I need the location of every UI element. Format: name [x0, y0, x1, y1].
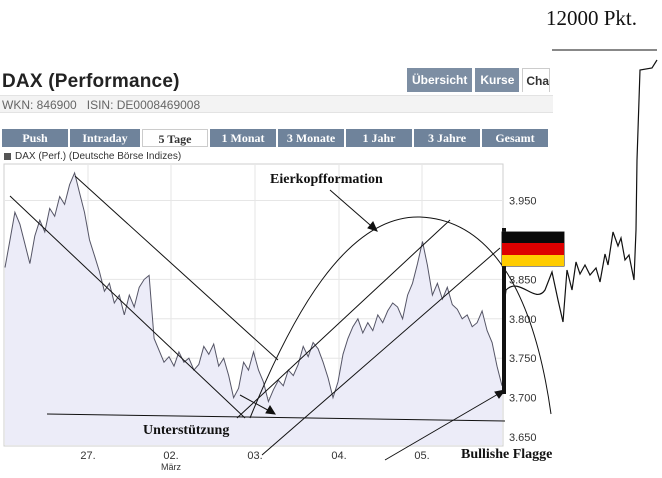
flag-pole-bar	[502, 228, 506, 394]
flag-black-stripe	[502, 232, 564, 243]
y-tick-label: 3.850	[509, 274, 537, 286]
support-line	[46, 413, 506, 422]
legend-label: DAX (Perf.) (Deutsche Börse Indizes)	[15, 151, 182, 162]
tab-5-tage[interactable]: 5 Tage	[142, 129, 208, 147]
x-tick-label: 05.	[414, 450, 429, 462]
flag-arrow	[384, 389, 506, 461]
tab-3-jahre[interactable]: 3 Jahre	[414, 129, 480, 147]
y-tick-label: 3.700	[509, 393, 537, 405]
channel-down-upper	[74, 175, 279, 361]
page-title: DAX (Performance)	[2, 71, 180, 92]
tab-charts[interactable]: Charts	[522, 68, 551, 92]
flag-pole	[501, 228, 565, 394]
channel-up-lower	[261, 247, 501, 456]
chart-legend: DAX (Perf.) (Deutsche Börse Indizes)	[4, 151, 181, 162]
support-arrowhead	[265, 405, 276, 415]
flag-red-stripe	[502, 243, 564, 255]
price-target-label: 12000 Pkt.	[546, 6, 638, 30]
dax-area	[5, 172, 502, 445]
security-ids: WKN: 846900 ISIN: DE0008469008	[0, 95, 553, 113]
x-axis: 27. 02. 03. 04. 05. März	[80, 450, 429, 472]
tab-1-monat[interactable]: 1 Monat	[210, 129, 276, 147]
period-tabs: Push Intraday 5 Tage 1 Monat 3 Monate 1 …	[2, 129, 550, 147]
tab-1-jahr[interactable]: 1 Jahr	[346, 129, 412, 147]
wkn-value: WKN: 846900	[2, 98, 77, 112]
tab-gesamt[interactable]: Gesamt	[482, 129, 548, 147]
y-tick-label: 3.800	[509, 314, 537, 326]
y-tick-label: 3.950	[509, 195, 537, 207]
egg-arc	[249, 216, 552, 419]
flag-gold-stripe	[502, 255, 564, 266]
channel-up-upper	[236, 219, 451, 419]
y-tick-label: 3.750	[509, 353, 537, 365]
pattern-label: Eierkopfformation	[270, 172, 383, 187]
pattern-arrow	[329, 189, 378, 232]
top-nav-tabs: Übersicht Kurse Charts	[407, 68, 553, 92]
dax-line	[4, 171, 503, 404]
tab-kurse[interactable]: Kurse	[475, 68, 520, 92]
x-tick-label: 02.	[163, 450, 178, 462]
isin-value: ISIN: DE0008469008	[86, 98, 201, 112]
x-sublabel: März	[161, 462, 181, 472]
flag-label: Bullishe Flagge	[461, 447, 552, 462]
support-label: Unterstützung	[143, 423, 229, 438]
tab-uebersicht[interactable]: Übersicht	[407, 68, 473, 92]
y-tick-label: 3.650	[509, 432, 537, 444]
x-tick-label: 03.	[247, 450, 262, 462]
trendlines	[9, 49, 658, 461]
x-tick-label: 04.	[331, 450, 346, 462]
tab-push[interactable]: Push	[2, 129, 68, 147]
y-axis: 3.650 3.700 3.750 3.800 3.850 3.950	[509, 195, 537, 444]
legend-swatch	[4, 153, 11, 160]
tab-intraday[interactable]: Intraday	[70, 129, 140, 147]
tab-3-monate[interactable]: 3 Monate	[278, 129, 344, 147]
channel-down-lower	[9, 195, 246, 419]
pattern-arrowhead	[367, 221, 378, 232]
x-tick-label: 27.	[80, 450, 95, 462]
plot-area: 3.650 3.700 3.750 3.800 3.850 3.950 27. 02. 03.…	[3, 163, 537, 472]
